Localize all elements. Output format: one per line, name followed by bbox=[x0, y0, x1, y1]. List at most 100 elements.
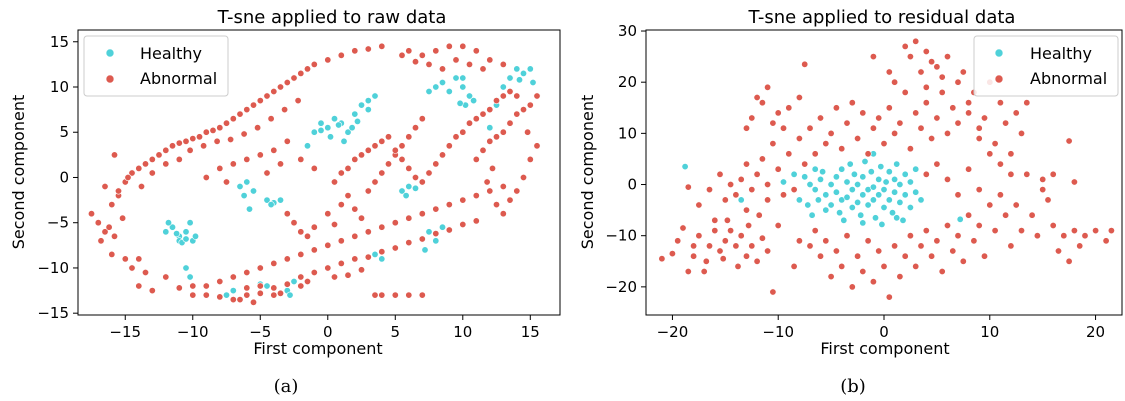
scatter-point-healthy-raw bbox=[169, 223, 177, 231]
scatter-point-abnormal-raw bbox=[533, 92, 541, 100]
scatter-point-healthy-residual bbox=[840, 216, 848, 224]
scatter-point-abnormal-raw bbox=[378, 291, 386, 299]
scatter-point-abnormal-raw bbox=[418, 178, 426, 186]
scatter-point-healthy-raw bbox=[526, 65, 534, 73]
scatter-point-abnormal-residual bbox=[711, 227, 719, 235]
scatter-point-abnormal-residual bbox=[1055, 247, 1063, 255]
scatter-point-abnormal-raw bbox=[378, 42, 386, 50]
scatter-point-healthy-residual bbox=[899, 216, 907, 224]
scatter-point-healthy-residual bbox=[811, 165, 819, 173]
scatter-point-healthy-residual bbox=[869, 183, 877, 191]
scatter-point-abnormal-raw bbox=[297, 282, 305, 290]
scatter-point-abnormal-raw bbox=[216, 277, 224, 285]
scatter-point-abnormal-raw bbox=[432, 160, 440, 168]
scatter-point-abnormal-residual bbox=[764, 181, 772, 189]
scatter-point-abnormal-residual bbox=[996, 99, 1004, 107]
scatter-point-abnormal-raw bbox=[119, 214, 127, 222]
scatter-point-healthy-residual bbox=[859, 173, 867, 181]
scatter-point-abnormal-residual bbox=[716, 170, 724, 178]
scatter-point-abnormal-raw bbox=[213, 137, 221, 145]
scatter-point-healthy-raw bbox=[456, 99, 464, 107]
legend-raw: Healthy Abnormal bbox=[83, 35, 229, 97]
scatter-point-abnormal-residual bbox=[723, 216, 731, 224]
scatter-point-abnormal-residual bbox=[896, 119, 904, 127]
scatter-point-healthy-residual bbox=[737, 196, 745, 204]
scatter-point-abnormal-raw bbox=[250, 101, 258, 109]
scatter-point-healthy-residual bbox=[875, 175, 883, 183]
scatter-point-abnormal-raw bbox=[486, 106, 494, 114]
scatter-point-abnormal-raw bbox=[344, 192, 352, 200]
scatter-point-healthy-residual bbox=[875, 191, 883, 199]
scatter-point-abnormal-residual bbox=[748, 242, 756, 250]
scatter-point-abnormal-raw bbox=[330, 221, 338, 229]
scatter-point-abnormal-residual bbox=[795, 94, 803, 102]
scatter-point-abnormal-raw bbox=[121, 255, 129, 263]
scatter-point-abnormal-residual bbox=[1060, 232, 1068, 240]
scatter-point-abnormal-raw bbox=[337, 237, 345, 245]
scatter-point-healthy-residual bbox=[827, 181, 835, 189]
scatter-point-abnormal-residual bbox=[986, 201, 994, 209]
scatter-point-abnormal-raw bbox=[270, 284, 278, 292]
scatter-point-abnormal-raw bbox=[364, 253, 372, 261]
scatter-point-abnormal-raw bbox=[364, 146, 372, 154]
scatter-point-abnormal-raw bbox=[391, 244, 399, 252]
scatter-point-abnormal-residual bbox=[727, 181, 735, 189]
scatter-point-abnormal-residual bbox=[822, 140, 830, 148]
scatter-point-healthy-raw bbox=[513, 65, 521, 73]
scatter-point-abnormal-raw bbox=[418, 115, 426, 123]
scatter-point-abnormal-residual bbox=[922, 83, 930, 91]
x-tick-label-residual: 0 bbox=[879, 323, 889, 341]
scatter-point-abnormal-residual bbox=[764, 196, 772, 204]
scatter-point-healthy-raw bbox=[243, 178, 251, 186]
scatter-point-abnormal-raw bbox=[472, 155, 480, 163]
scatter-point-abnormal-residual bbox=[965, 165, 973, 173]
scatter-point-abnormal-residual bbox=[716, 247, 724, 255]
scatter-point-abnormal-raw bbox=[344, 271, 352, 279]
scatter-point-abnormal-residual bbox=[922, 170, 930, 178]
scatter-point-healthy-raw bbox=[411, 184, 419, 192]
scatter-point-healthy-raw bbox=[162, 228, 170, 236]
scatter-point-abnormal-residual bbox=[1007, 170, 1015, 178]
scatter-point-abnormal-residual bbox=[764, 83, 772, 91]
scatter-point-abnormal-raw bbox=[452, 56, 460, 64]
scatter-point-abnormal-raw bbox=[371, 178, 379, 186]
scatter-point-healthy-raw bbox=[371, 92, 379, 100]
scatter-point-abnormal-residual bbox=[1092, 227, 1100, 235]
scatter-point-abnormal-raw bbox=[101, 183, 109, 191]
scatter-point-abnormal-raw bbox=[128, 264, 136, 272]
scatter-point-abnormal-raw bbox=[297, 250, 305, 258]
scatter-point-abnormal-residual bbox=[901, 42, 909, 50]
scatter-point-abnormal-raw bbox=[310, 223, 318, 231]
scatter-point-abnormal-residual bbox=[1028, 211, 1036, 219]
scatter-point-healthy-residual bbox=[843, 178, 851, 186]
scatter-point-abnormal-raw bbox=[162, 273, 170, 281]
scatter-point-abnormal-raw bbox=[519, 174, 527, 182]
scatter-point-abnormal-raw bbox=[459, 42, 467, 50]
scatter-point-abnormal-raw bbox=[411, 124, 419, 132]
scatter-point-healthy-residual bbox=[912, 165, 920, 173]
scatter-point-abnormal-raw bbox=[351, 155, 359, 163]
scatter-point-healthy-raw bbox=[432, 237, 440, 245]
scatter-point-healthy-raw bbox=[290, 277, 298, 285]
scatter-point-abnormal-raw bbox=[303, 65, 311, 73]
scatter-point-abnormal-raw bbox=[243, 106, 251, 114]
scatter-point-abnormal-raw bbox=[256, 282, 264, 290]
scatter-point-abnormal-residual bbox=[943, 175, 951, 183]
scatter-point-abnormal-raw bbox=[297, 155, 305, 163]
scatter-point-abnormal-raw bbox=[283, 255, 291, 263]
scatter-point-healthy-residual bbox=[832, 188, 840, 196]
scatter-point-healthy-residual bbox=[896, 198, 904, 206]
tick-labels-raw: −15 −10 −5 0 5 10 15 −15 −10 −5 0 5 10 15 bbox=[37, 33, 540, 341]
scatter-point-abnormal-residual bbox=[1102, 237, 1110, 245]
scatter-point-abnormal-residual bbox=[721, 196, 729, 204]
scatter-point-abnormal-raw bbox=[101, 228, 109, 236]
scatter-point-abnormal-residual bbox=[1012, 109, 1020, 117]
scatter-point-abnormal-residual bbox=[705, 186, 713, 194]
caption-a: (a) bbox=[274, 376, 299, 397]
scatter-point-abnormal-raw bbox=[270, 259, 278, 267]
scatter-point-abnormal-raw bbox=[472, 192, 480, 200]
scatter-point-abnormal-raw bbox=[303, 277, 311, 285]
scatter-point-healthy-raw bbox=[310, 128, 318, 136]
scatter-point-abnormal-residual bbox=[943, 53, 951, 61]
scatter-point-abnormal-residual bbox=[811, 150, 819, 158]
